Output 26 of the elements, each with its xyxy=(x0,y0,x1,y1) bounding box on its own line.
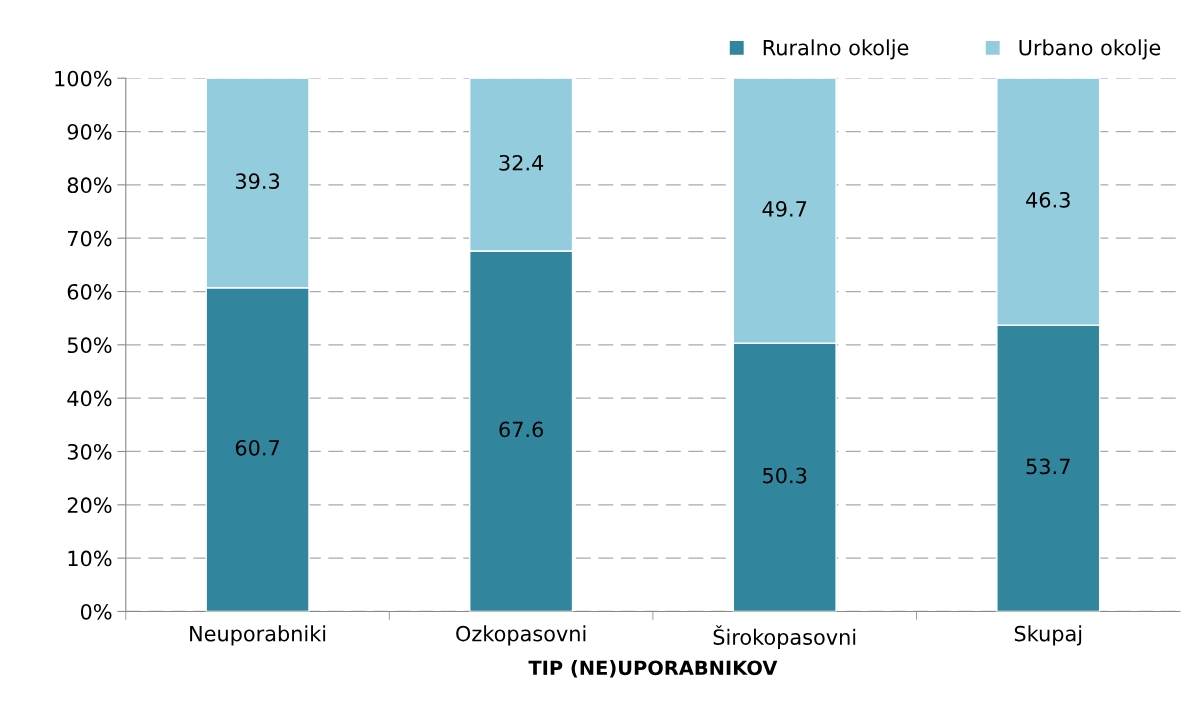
x-tick-label: Širokopasovni xyxy=(713,625,856,649)
y-tick-label: 100% xyxy=(55,70,112,87)
y-tick-label: 20% xyxy=(67,497,112,514)
data-label: 67.6 xyxy=(499,421,544,438)
x-tick-label: Neuporabniki xyxy=(190,625,326,646)
x-tick-label: Skupaj xyxy=(1014,625,1082,646)
data-label: 50.3 xyxy=(763,467,807,484)
x-tick-label: Ozkopasovni xyxy=(456,625,586,646)
data-label: 46.3 xyxy=(1026,191,1070,208)
data-label: 49.7 xyxy=(762,201,807,217)
data-label: 60.7 xyxy=(235,439,279,456)
y-tick-label: 40% xyxy=(67,390,112,407)
y-tick-label: 70% xyxy=(68,230,112,247)
legend-label: Ruralno okolje xyxy=(763,39,909,60)
y-tick-label: 10% xyxy=(68,550,112,567)
data-label: 53.7 xyxy=(1026,458,1070,475)
y-tick-label: 30% xyxy=(67,443,112,460)
legend-label: Urbano okolje xyxy=(1019,39,1161,60)
y-tick-label: 50% xyxy=(67,337,112,354)
y-tick-label: 60% xyxy=(67,283,112,300)
data-label: 32.4 xyxy=(499,154,544,171)
y-tick-label: 90% xyxy=(67,123,112,140)
y-tick-label: 80% xyxy=(67,177,112,194)
x-axis-title: TIP (NE)UPORABNIKOV xyxy=(528,660,778,678)
y-tick-label: 0% xyxy=(80,603,112,620)
data-label: 39.3 xyxy=(235,173,280,190)
